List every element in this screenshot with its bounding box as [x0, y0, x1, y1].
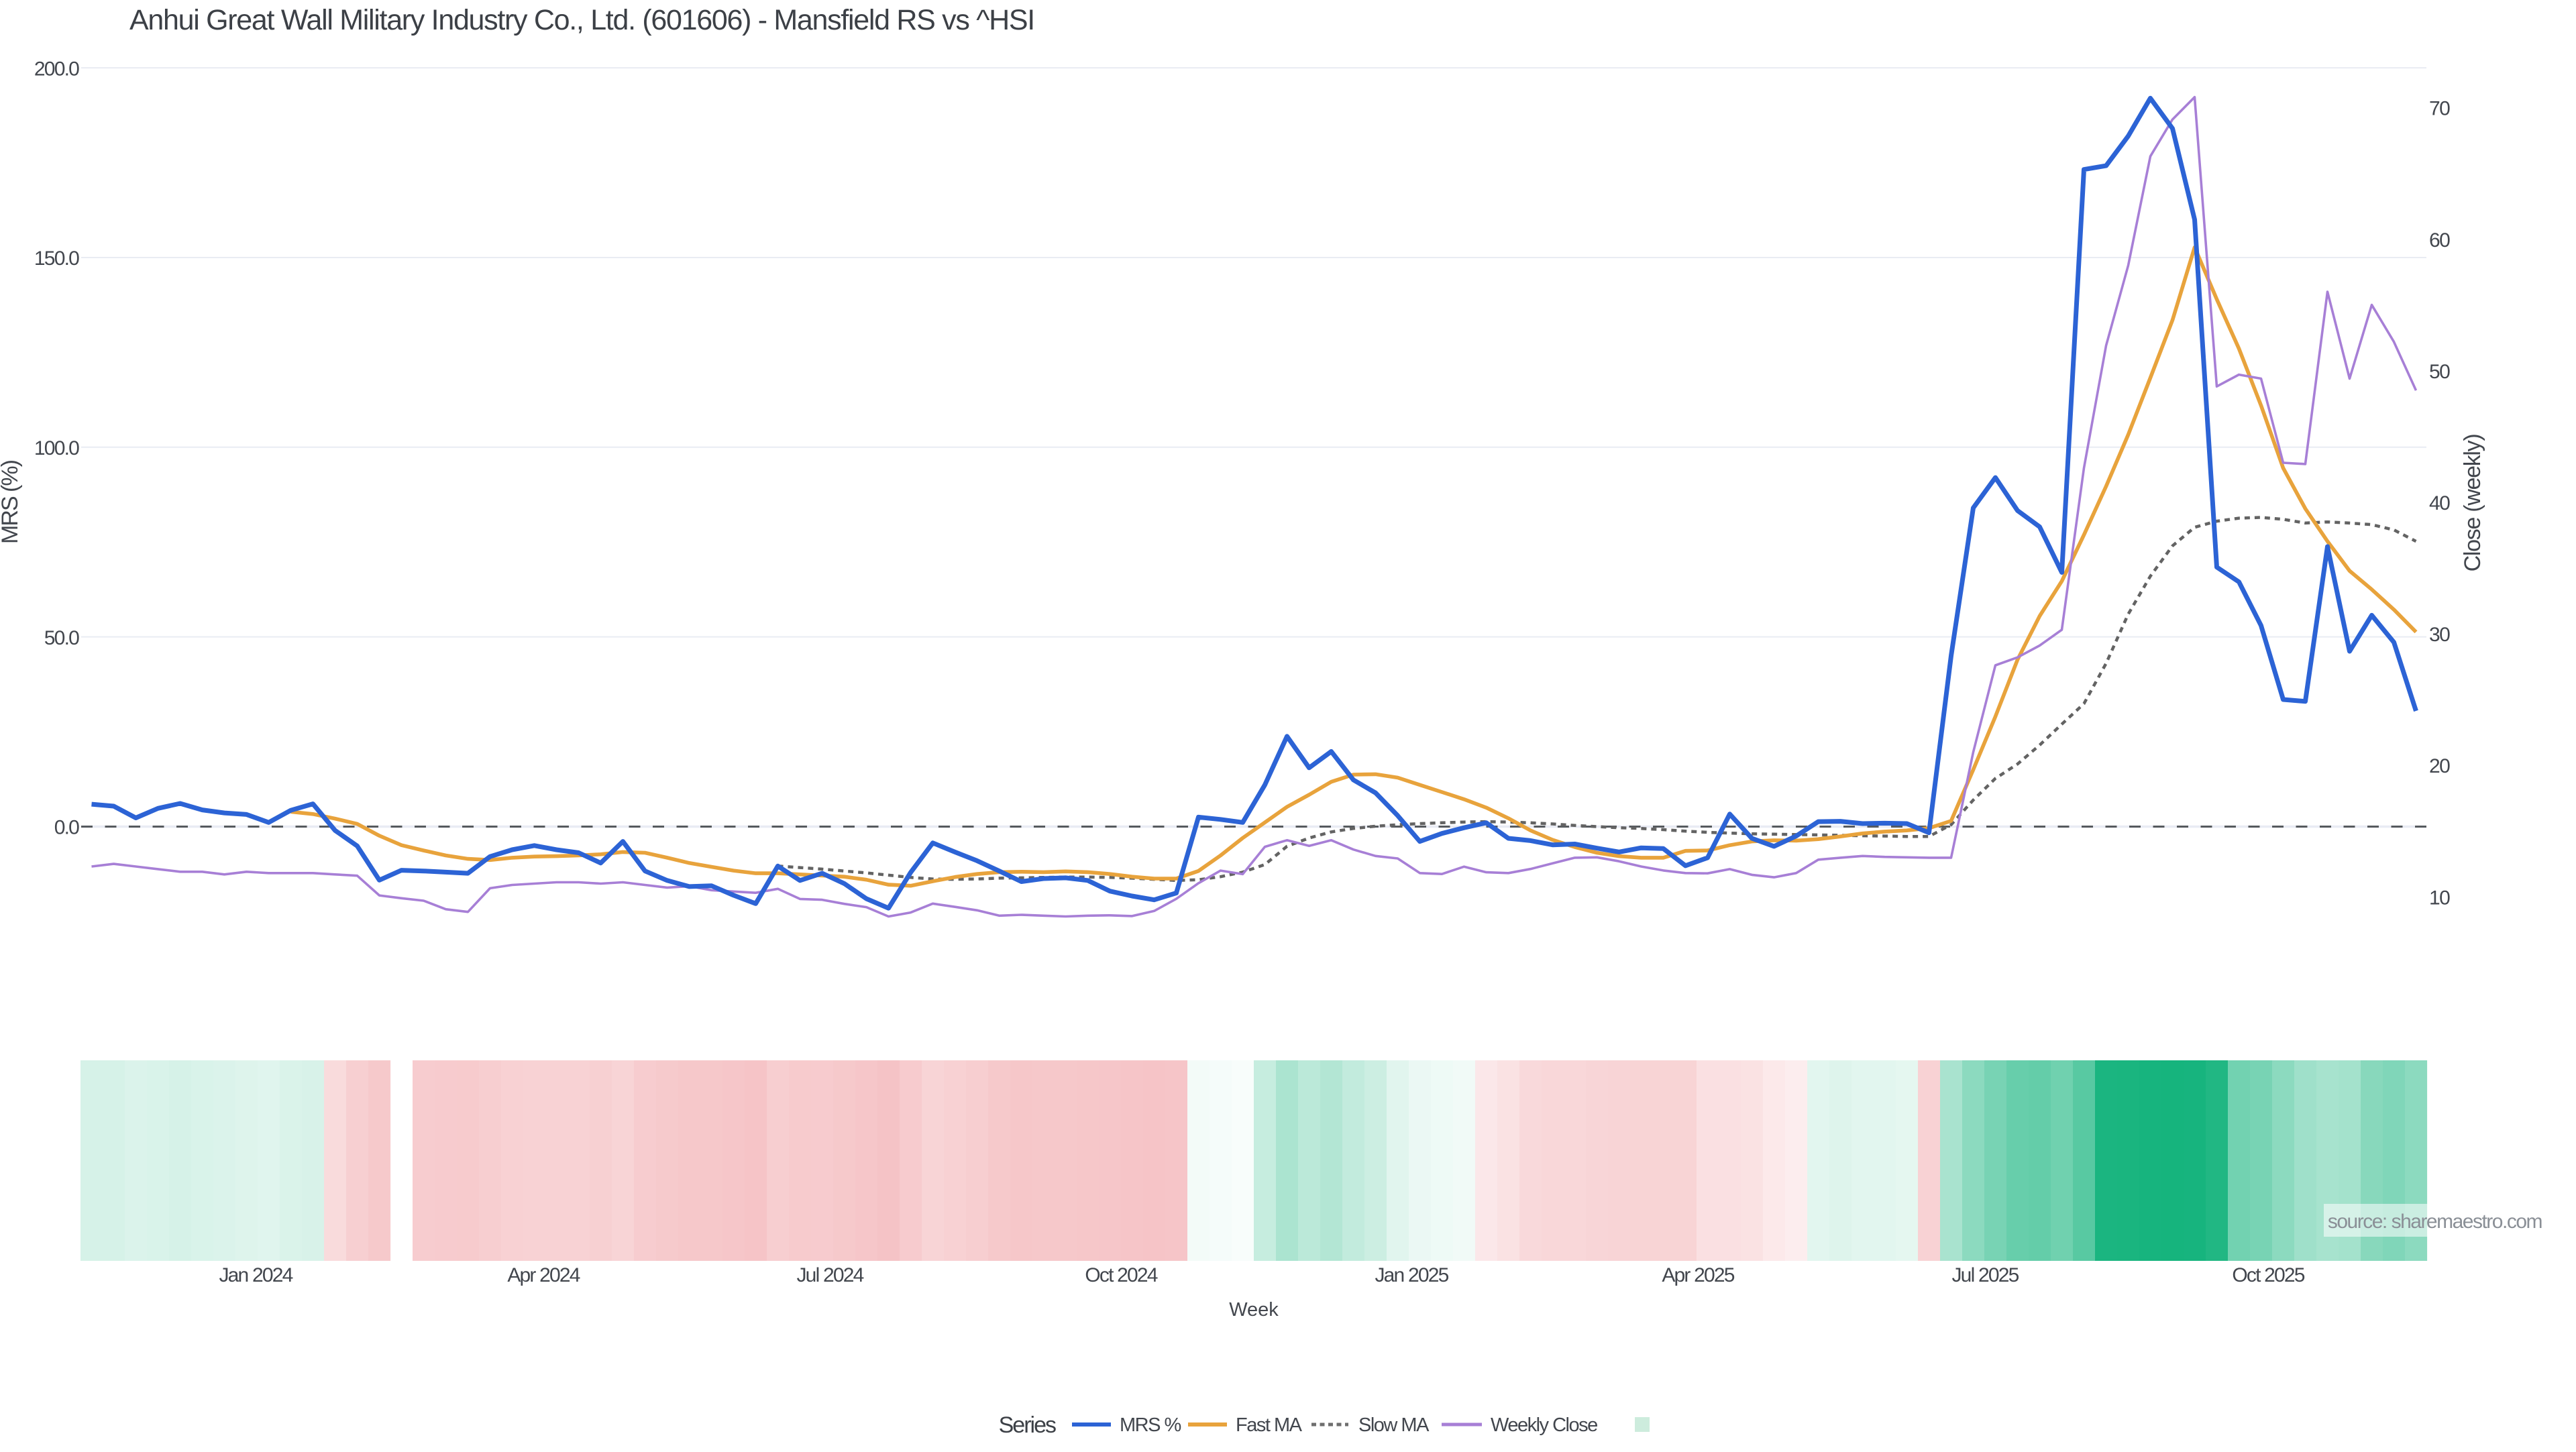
svg-text:60: 60 — [2429, 229, 2450, 252]
svg-text:Fast MA: Fast MA — [1236, 1414, 1303, 1436]
svg-text:50.0: 50.0 — [44, 627, 79, 649]
svg-text:source: sharemaestro.com: source: sharemaestro.com — [2328, 1211, 2542, 1233]
svg-text:MRS %: MRS % — [1120, 1414, 1181, 1436]
svg-text:Jul 2025: Jul 2025 — [1951, 1264, 2019, 1286]
svg-text:200.0: 200.0 — [34, 58, 79, 80]
svg-text:Week: Week — [1229, 1299, 1279, 1321]
svg-text:Weekly Close: Weekly Close — [1491, 1414, 1597, 1436]
svg-text:150.0: 150.0 — [34, 247, 79, 270]
svg-text:Jul 2024: Jul 2024 — [796, 1264, 863, 1286]
svg-text:40: 40 — [2429, 492, 2450, 514]
svg-text:Apr 2025: Apr 2025 — [1662, 1264, 1734, 1286]
svg-text:0.0: 0.0 — [54, 817, 79, 839]
svg-text:50: 50 — [2429, 361, 2450, 383]
svg-text:20: 20 — [2429, 755, 2450, 777]
svg-text:MRS (%): MRS (%) — [0, 460, 23, 544]
svg-text:Jan 2025: Jan 2025 — [1375, 1264, 1448, 1286]
svg-text:Close (weekly): Close (weekly) — [2460, 435, 2485, 572]
svg-text:Oct 2024: Oct 2024 — [1085, 1264, 1157, 1286]
svg-text:30: 30 — [2429, 624, 2450, 646]
svg-text:Series: Series — [999, 1412, 1056, 1438]
svg-text:70: 70 — [2429, 98, 2450, 120]
svg-text:100.0: 100.0 — [34, 437, 79, 459]
svg-text:Apr 2024: Apr 2024 — [507, 1264, 580, 1286]
svg-text:Oct 2025: Oct 2025 — [2232, 1264, 2304, 1286]
svg-text:10: 10 — [2429, 887, 2450, 909]
svg-text:Slow MA: Slow MA — [1358, 1414, 1430, 1436]
svg-text:Jan 2024: Jan 2024 — [219, 1264, 292, 1286]
svg-text:Anhui Great Wall Military Indu: Anhui Great Wall Military Industry Co., … — [129, 4, 1034, 36]
